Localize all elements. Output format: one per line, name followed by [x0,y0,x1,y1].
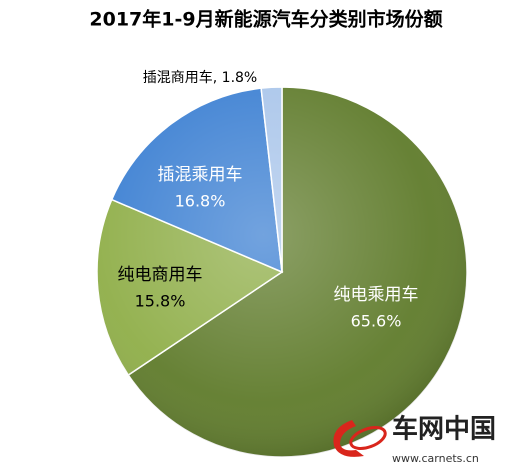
value-label: 1.8% [222,70,258,86]
watermark-brand: 车网中国 [392,414,496,445]
value-label: 15.8% [135,292,186,311]
slice-label: 纯电商用车 [118,265,203,285]
logo [333,420,364,457]
slice-label: 插混乘用车 [158,165,243,185]
chart-title: 2017年1-9月新能源汽车分类别市场份额 [89,8,442,31]
watermark: 车网中国 www.carnets.cn [333,414,496,465]
labels: 纯电乘用车 65.6% 纯电商用车 15.8% 插混乘用车 16.8% 插混商用车, 1.8… [118,69,419,331]
value-label: 65.6% [351,312,402,331]
logo-ring [349,426,387,450]
category-name: 插混商用车 [143,69,213,86]
slice-label: 插混商用车, 1.8% [143,69,257,86]
value-label: 16.8% [175,192,226,211]
separator: , [213,70,222,86]
slice-label: 纯电乘用车 [334,285,419,305]
watermark-url: www.carnets.cn [392,452,479,465]
